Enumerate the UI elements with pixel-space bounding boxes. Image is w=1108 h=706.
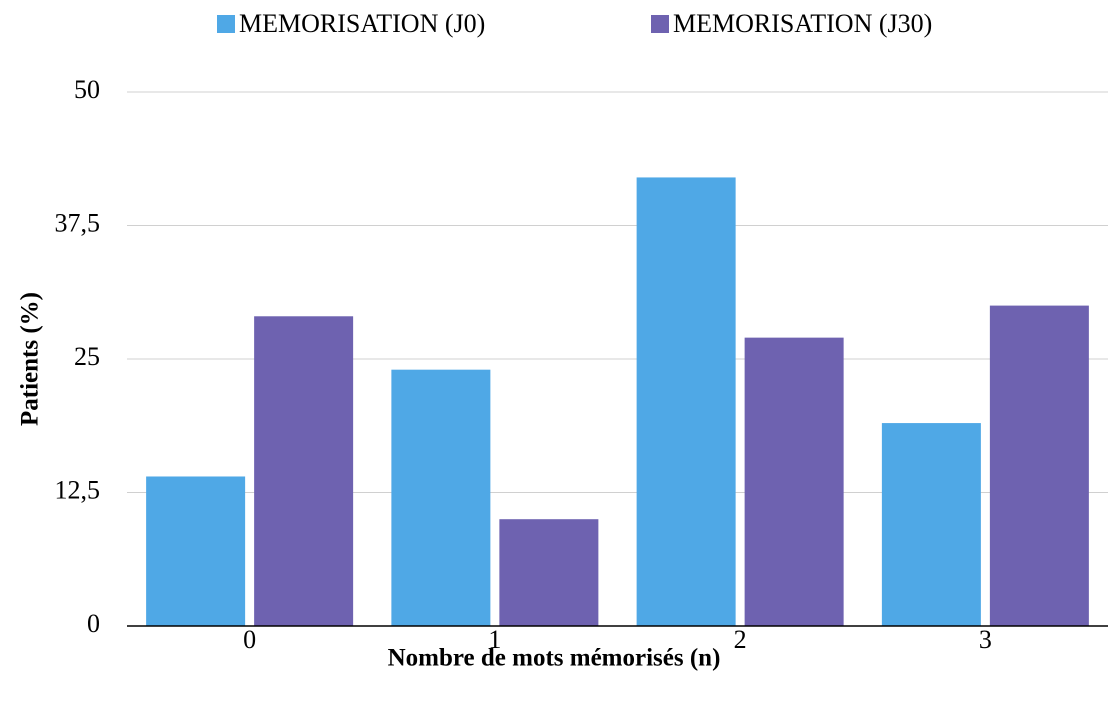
y-tick-label: 37,5 bbox=[55, 208, 101, 237]
bar bbox=[254, 316, 354, 626]
y-tick-label: 12,5 bbox=[55, 475, 101, 504]
bar bbox=[146, 476, 246, 626]
bar bbox=[636, 177, 736, 626]
bar bbox=[499, 519, 599, 626]
y-tick-label: 25 bbox=[74, 342, 100, 371]
y-tick-label: 0 bbox=[87, 609, 100, 638]
bar bbox=[881, 423, 981, 626]
y-tick-label: 50 bbox=[74, 75, 100, 104]
x-tick-label: 2 bbox=[734, 625, 747, 654]
y-axis-label: Patients (%) bbox=[17, 292, 44, 426]
x-axis-label: Nombre de mots mémorisés (n) bbox=[388, 645, 721, 672]
x-tick-label: 3 bbox=[979, 625, 992, 654]
legend-swatch bbox=[651, 15, 669, 33]
x-tick-label: 1 bbox=[488, 625, 501, 654]
bar bbox=[744, 337, 844, 626]
legend-label: MEMORISATION (J0) bbox=[239, 9, 485, 38]
bar bbox=[989, 305, 1089, 626]
legend-label: MEMORISATION (J30) bbox=[673, 9, 932, 38]
legend-swatch bbox=[217, 15, 235, 33]
bar bbox=[391, 369, 491, 626]
x-tick-label: 0 bbox=[243, 625, 256, 654]
